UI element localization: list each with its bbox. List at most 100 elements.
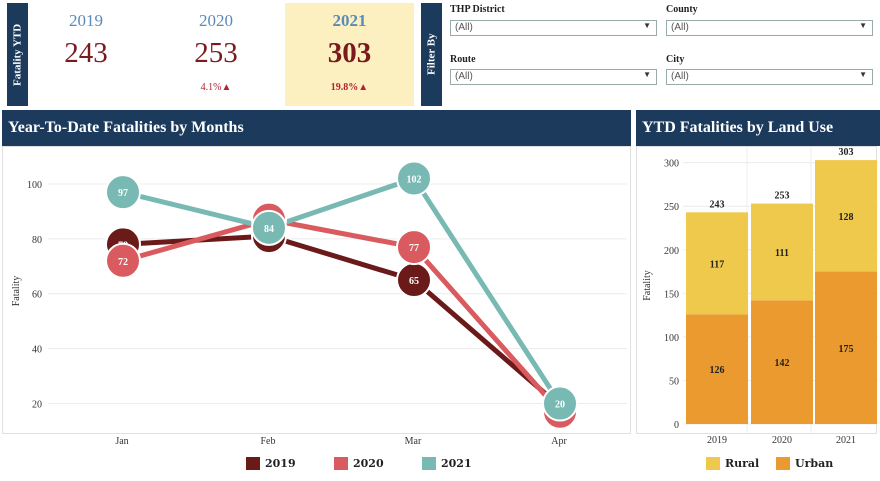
- kpi-side-label: Fatality YTD: [7, 3, 28, 106]
- series-line-2020: [122, 217, 562, 414]
- y-tick-label: 150: [664, 289, 679, 300]
- x-tick-label: Apr: [551, 436, 567, 447]
- bar-segment-rural: [815, 160, 877, 272]
- filter-label-county: County: [666, 4, 698, 15]
- bar-segment-rural: [686, 212, 748, 315]
- filter-label-route: Route: [450, 54, 476, 65]
- data-point: [251, 209, 287, 246]
- kpi-year: 2019: [69, 11, 103, 30]
- kpi-value: 243: [64, 37, 108, 69]
- legend-label: 2019: [265, 457, 296, 470]
- bar-segment-urban: [686, 314, 748, 424]
- legend-label: Rural: [725, 457, 760, 470]
- route-select[interactable]: (All) ▼: [450, 69, 657, 85]
- x-tick-label: Mar: [404, 436, 422, 447]
- line-chart-legend: 2019 2020 2021: [246, 455, 626, 473]
- legend-label: 2021: [441, 457, 472, 470]
- filter-side-label: Filter By: [421, 3, 442, 106]
- kpi-card-2019: 2019 243: [38, 3, 134, 106]
- kpi-pct: 19.8%▲: [330, 82, 369, 93]
- chevron-down-icon: ▼: [643, 70, 651, 79]
- data-point: [396, 160, 432, 197]
- data-label: 111: [775, 248, 789, 259]
- data-label: 175: [839, 344, 854, 355]
- y-axis-title: Fatality: [642, 270, 653, 301]
- y-tick-label: 200: [664, 246, 679, 257]
- filter-side-label-text: Filter By: [425, 33, 438, 76]
- data-label: 72: [118, 257, 128, 268]
- y-tick-label: 100: [664, 333, 679, 344]
- data-label: 84: [264, 224, 274, 235]
- legend-swatch: [776, 457, 790, 470]
- bar-chart-legend: Rural Urban: [706, 455, 866, 473]
- filter-label-city: City: [666, 54, 685, 65]
- legend-swatch: [422, 457, 436, 470]
- bar-segment-urban: [815, 271, 877, 424]
- district-select-value: (All): [455, 22, 473, 33]
- y-tick-label: 60: [32, 290, 42, 301]
- bar-chart-title: YTD Fatalities by Land Use: [636, 110, 880, 146]
- kpi-year: 2020: [199, 11, 233, 30]
- y-tick-label: 80: [32, 235, 42, 246]
- y-tick-label: 40: [32, 345, 42, 356]
- x-tick-label: 2019: [707, 435, 727, 446]
- total-label: 303: [839, 147, 854, 158]
- kpi-side-label-text: Fatality YTD: [11, 23, 24, 86]
- route-select-value: (All): [455, 71, 473, 82]
- y-tick-label: 20: [32, 400, 42, 411]
- y-axis-title: Fatality: [11, 276, 22, 307]
- data-point: [542, 385, 578, 422]
- total-label: 243: [710, 199, 725, 210]
- legend-label: Urban: [795, 457, 834, 470]
- total-label: 253: [775, 191, 790, 202]
- x-tick-label: Feb: [260, 436, 276, 447]
- bar-segment-rural: [751, 203, 813, 301]
- kpi-pct: 4.1%▲: [200, 82, 232, 93]
- y-tick-label: 300: [664, 159, 679, 170]
- data-label: 102: [407, 174, 422, 185]
- data-point: [105, 174, 141, 211]
- y-tick-label: 50: [669, 376, 679, 387]
- kpi-value: 253: [194, 37, 238, 69]
- city-select-value: (All): [671, 71, 689, 82]
- kpi-card-2020: 2020 253 4.1%▲: [168, 3, 264, 106]
- data-label: 65: [409, 276, 419, 287]
- legend-swatch: [334, 457, 348, 470]
- series-line-2021: [122, 175, 563, 405]
- chevron-down-icon: ▼: [859, 21, 867, 30]
- y-tick-label: 0: [674, 420, 679, 431]
- bar-chart-panel: 0 50 100 150 200 250 300 Fatality 126 117 243 2019 1…: [636, 146, 878, 446]
- legend-swatch: [246, 457, 260, 470]
- kpi-card-2021: 2021 303 19.8%▲: [285, 3, 414, 106]
- county-select-value: (All): [671, 22, 689, 33]
- chevron-down-icon: ▼: [859, 70, 867, 79]
- x-tick-label: 2020: [772, 435, 792, 446]
- x-tick-label: 2021: [836, 435, 856, 446]
- data-label: 126: [710, 365, 725, 376]
- bar-segment-urban: [751, 300, 813, 424]
- y-tick-label: 250: [664, 202, 679, 213]
- kpi-value: 303: [327, 37, 372, 69]
- filter-label-district: THP District: [450, 4, 505, 15]
- line-chart-panel: 20406080100Fatality788165197287771797841…: [2, 146, 631, 434]
- data-label: 20: [555, 400, 565, 411]
- city-select[interactable]: (All) ▼: [666, 69, 873, 85]
- data-label: 77: [409, 243, 419, 254]
- kpi-year: 2021: [332, 11, 367, 30]
- data-label: 97: [118, 188, 128, 199]
- data-point: [105, 242, 141, 279]
- county-select[interactable]: (All) ▼: [666, 20, 873, 36]
- data-point: [396, 229, 432, 266]
- bar-chart: 0 50 100 150 200 250 300 Fatality 126 117 243 2019 1…: [642, 147, 878, 446]
- legend-swatch: [706, 457, 720, 470]
- x-tick-label: Jan: [115, 436, 129, 447]
- legend-label: 2020: [353, 457, 384, 470]
- district-select[interactable]: (All) ▼: [450, 20, 657, 36]
- line-chart: 20406080100Fatality788165197287771797841…: [11, 160, 627, 430]
- y-tick-label: 100: [27, 180, 42, 191]
- series-line-2019: [122, 233, 562, 409]
- line-chart-title: Year-To-Date Fatalities by Months: [2, 110, 631, 146]
- data-label: 117: [710, 259, 724, 270]
- data-label: 142: [775, 358, 790, 369]
- data-label: 128: [839, 212, 854, 223]
